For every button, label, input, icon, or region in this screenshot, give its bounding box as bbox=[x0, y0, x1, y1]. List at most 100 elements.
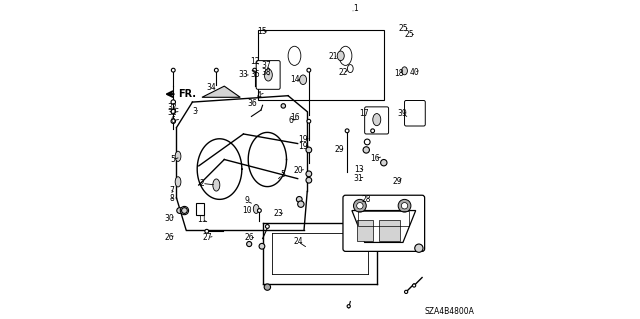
Circle shape bbox=[363, 147, 369, 153]
Text: 37: 37 bbox=[262, 61, 271, 70]
Circle shape bbox=[171, 100, 175, 104]
Text: 28: 28 bbox=[362, 195, 371, 204]
Text: 35: 35 bbox=[251, 70, 260, 78]
Circle shape bbox=[171, 119, 175, 123]
Text: 18: 18 bbox=[394, 69, 404, 78]
Text: 25: 25 bbox=[404, 30, 414, 39]
Bar bbox=[358, 211, 410, 226]
Text: FR.: FR. bbox=[178, 89, 196, 99]
Text: 32: 32 bbox=[168, 103, 177, 112]
Text: 17: 17 bbox=[359, 109, 369, 118]
Ellipse shape bbox=[213, 179, 220, 191]
Circle shape bbox=[296, 197, 302, 202]
Circle shape bbox=[415, 244, 423, 252]
Bar bbox=[258, 30, 384, 100]
Text: 24: 24 bbox=[294, 237, 303, 246]
Text: 16: 16 bbox=[291, 113, 300, 122]
Circle shape bbox=[177, 208, 182, 213]
Text: 5: 5 bbox=[280, 170, 285, 179]
Circle shape bbox=[364, 139, 370, 145]
Circle shape bbox=[182, 208, 188, 213]
Text: 19: 19 bbox=[299, 142, 308, 151]
Ellipse shape bbox=[402, 67, 408, 75]
Polygon shape bbox=[352, 211, 416, 242]
Text: 12: 12 bbox=[250, 57, 259, 66]
Text: 13: 13 bbox=[354, 165, 364, 174]
Text: 36: 36 bbox=[248, 99, 257, 108]
Circle shape bbox=[347, 305, 350, 308]
Circle shape bbox=[259, 243, 265, 249]
Text: 22: 22 bbox=[338, 68, 348, 77]
Circle shape bbox=[171, 109, 175, 114]
Circle shape bbox=[253, 68, 257, 72]
Ellipse shape bbox=[175, 151, 181, 161]
FancyBboxPatch shape bbox=[404, 100, 425, 126]
Text: 21: 21 bbox=[328, 52, 337, 61]
Text: 1: 1 bbox=[353, 4, 358, 13]
Ellipse shape bbox=[348, 64, 353, 73]
FancyBboxPatch shape bbox=[365, 107, 388, 134]
Circle shape bbox=[266, 225, 269, 228]
Text: 38: 38 bbox=[262, 68, 271, 77]
Circle shape bbox=[264, 284, 271, 290]
Circle shape bbox=[401, 203, 408, 209]
Circle shape bbox=[298, 201, 304, 207]
Circle shape bbox=[246, 241, 252, 247]
Ellipse shape bbox=[337, 51, 344, 61]
Circle shape bbox=[353, 199, 366, 212]
Circle shape bbox=[345, 129, 349, 133]
Circle shape bbox=[180, 206, 189, 215]
Text: 31: 31 bbox=[353, 174, 363, 182]
Text: 4: 4 bbox=[256, 91, 261, 100]
Text: 25: 25 bbox=[399, 24, 408, 33]
Circle shape bbox=[371, 129, 374, 133]
Bar bbox=[196, 204, 204, 215]
Text: 16: 16 bbox=[370, 154, 380, 163]
Text: 32: 32 bbox=[168, 108, 177, 117]
FancyBboxPatch shape bbox=[256, 61, 280, 89]
Circle shape bbox=[306, 171, 312, 177]
Ellipse shape bbox=[300, 75, 307, 85]
Bar bbox=[379, 220, 400, 241]
Text: 6: 6 bbox=[288, 116, 293, 125]
Circle shape bbox=[398, 199, 411, 212]
Text: 26: 26 bbox=[244, 233, 254, 242]
Circle shape bbox=[413, 284, 416, 287]
Text: 9: 9 bbox=[244, 197, 249, 205]
Text: 7: 7 bbox=[169, 186, 174, 195]
Text: 14: 14 bbox=[291, 75, 300, 84]
Text: 40: 40 bbox=[409, 68, 419, 77]
Text: 5: 5 bbox=[171, 155, 176, 164]
Circle shape bbox=[281, 104, 285, 108]
FancyBboxPatch shape bbox=[343, 195, 424, 251]
Text: SZA4B4800A: SZA4B4800A bbox=[425, 308, 475, 316]
Text: 27: 27 bbox=[203, 233, 212, 242]
Polygon shape bbox=[202, 86, 240, 97]
Circle shape bbox=[306, 147, 312, 153]
Text: 34: 34 bbox=[206, 83, 216, 92]
Text: 29: 29 bbox=[334, 145, 344, 154]
Text: 23: 23 bbox=[273, 209, 283, 218]
Text: 19: 19 bbox=[299, 135, 308, 144]
Ellipse shape bbox=[175, 177, 181, 187]
Text: 10: 10 bbox=[242, 206, 252, 215]
Ellipse shape bbox=[253, 204, 259, 213]
Circle shape bbox=[306, 177, 312, 183]
Circle shape bbox=[307, 119, 311, 123]
Text: 30: 30 bbox=[164, 214, 174, 223]
Circle shape bbox=[214, 68, 218, 72]
Text: 2: 2 bbox=[200, 179, 204, 188]
Text: 39: 39 bbox=[397, 109, 407, 118]
Circle shape bbox=[381, 160, 387, 166]
Text: 11: 11 bbox=[197, 215, 207, 224]
Text: 3: 3 bbox=[192, 107, 197, 115]
Text: 20: 20 bbox=[294, 166, 303, 175]
Circle shape bbox=[356, 203, 363, 209]
Text: 8: 8 bbox=[170, 194, 174, 203]
Text: 15: 15 bbox=[257, 27, 267, 36]
Text: 26: 26 bbox=[164, 233, 174, 242]
Bar bbox=[356, 220, 372, 241]
Text: 29: 29 bbox=[392, 177, 402, 186]
Circle shape bbox=[205, 229, 209, 233]
Circle shape bbox=[307, 68, 311, 72]
